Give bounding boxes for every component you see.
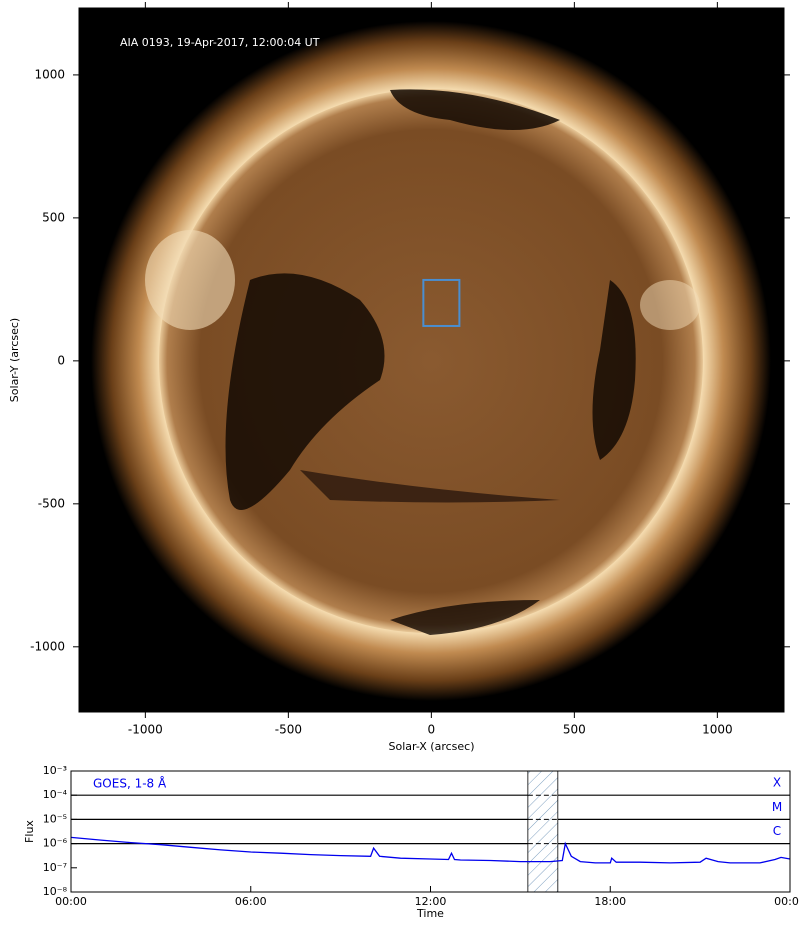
x-tick-label: 12:00: [415, 895, 447, 908]
x-tick-label: 1000: [702, 723, 733, 737]
y-tick-label: 10⁻⁷: [43, 861, 67, 874]
y-tick-label: 1000: [34, 67, 65, 81]
y-tick-label: 10⁻⁵: [43, 812, 67, 825]
y-axis-label: Flux: [23, 820, 36, 843]
y-tick-label: 10⁻⁸: [43, 885, 68, 898]
class-label: M: [772, 800, 782, 814]
y-tick-label: 0: [57, 353, 65, 367]
solar-image: [79, 8, 784, 712]
y-axis-label: Solar-Y (arcsec): [8, 318, 21, 402]
x-tick-label: 18:00: [594, 895, 626, 908]
annotation: AIA 0193, 19-Apr-2017, 12:00:04 UT: [120, 36, 320, 49]
x-tick-label: 0: [428, 723, 436, 737]
x-tick-label: 00:00: [55, 895, 87, 908]
y-tick-label: -1000: [30, 639, 65, 653]
y-tick-label: -500: [38, 496, 65, 510]
x-tick-label: 06:00: [235, 895, 267, 908]
y-tick-label: 10⁻⁶: [43, 837, 68, 850]
time-span: [527, 770, 559, 893]
y-tick-label: 10⁻³: [43, 764, 67, 777]
x-tick-label: -500: [275, 723, 302, 737]
class-label: C: [773, 824, 781, 838]
annotation: GOES, 1-8 Å: [93, 776, 167, 791]
x-tick-label: -1000: [128, 723, 163, 737]
x-axis-label: Time: [416, 907, 444, 920]
y-tick-label: 10⁻⁴: [43, 788, 68, 801]
class-label: X: [773, 776, 781, 790]
y-tick-label: 500: [42, 210, 65, 224]
x-tick-label: 00:00: [774, 895, 799, 908]
x-axis-label: Solar-X (arcsec): [389, 740, 475, 753]
axes-frame: [70, 770, 791, 893]
region-box: [422, 278, 461, 327]
x-tick-label: 500: [563, 723, 586, 737]
flux-line: [70, 836, 791, 864]
